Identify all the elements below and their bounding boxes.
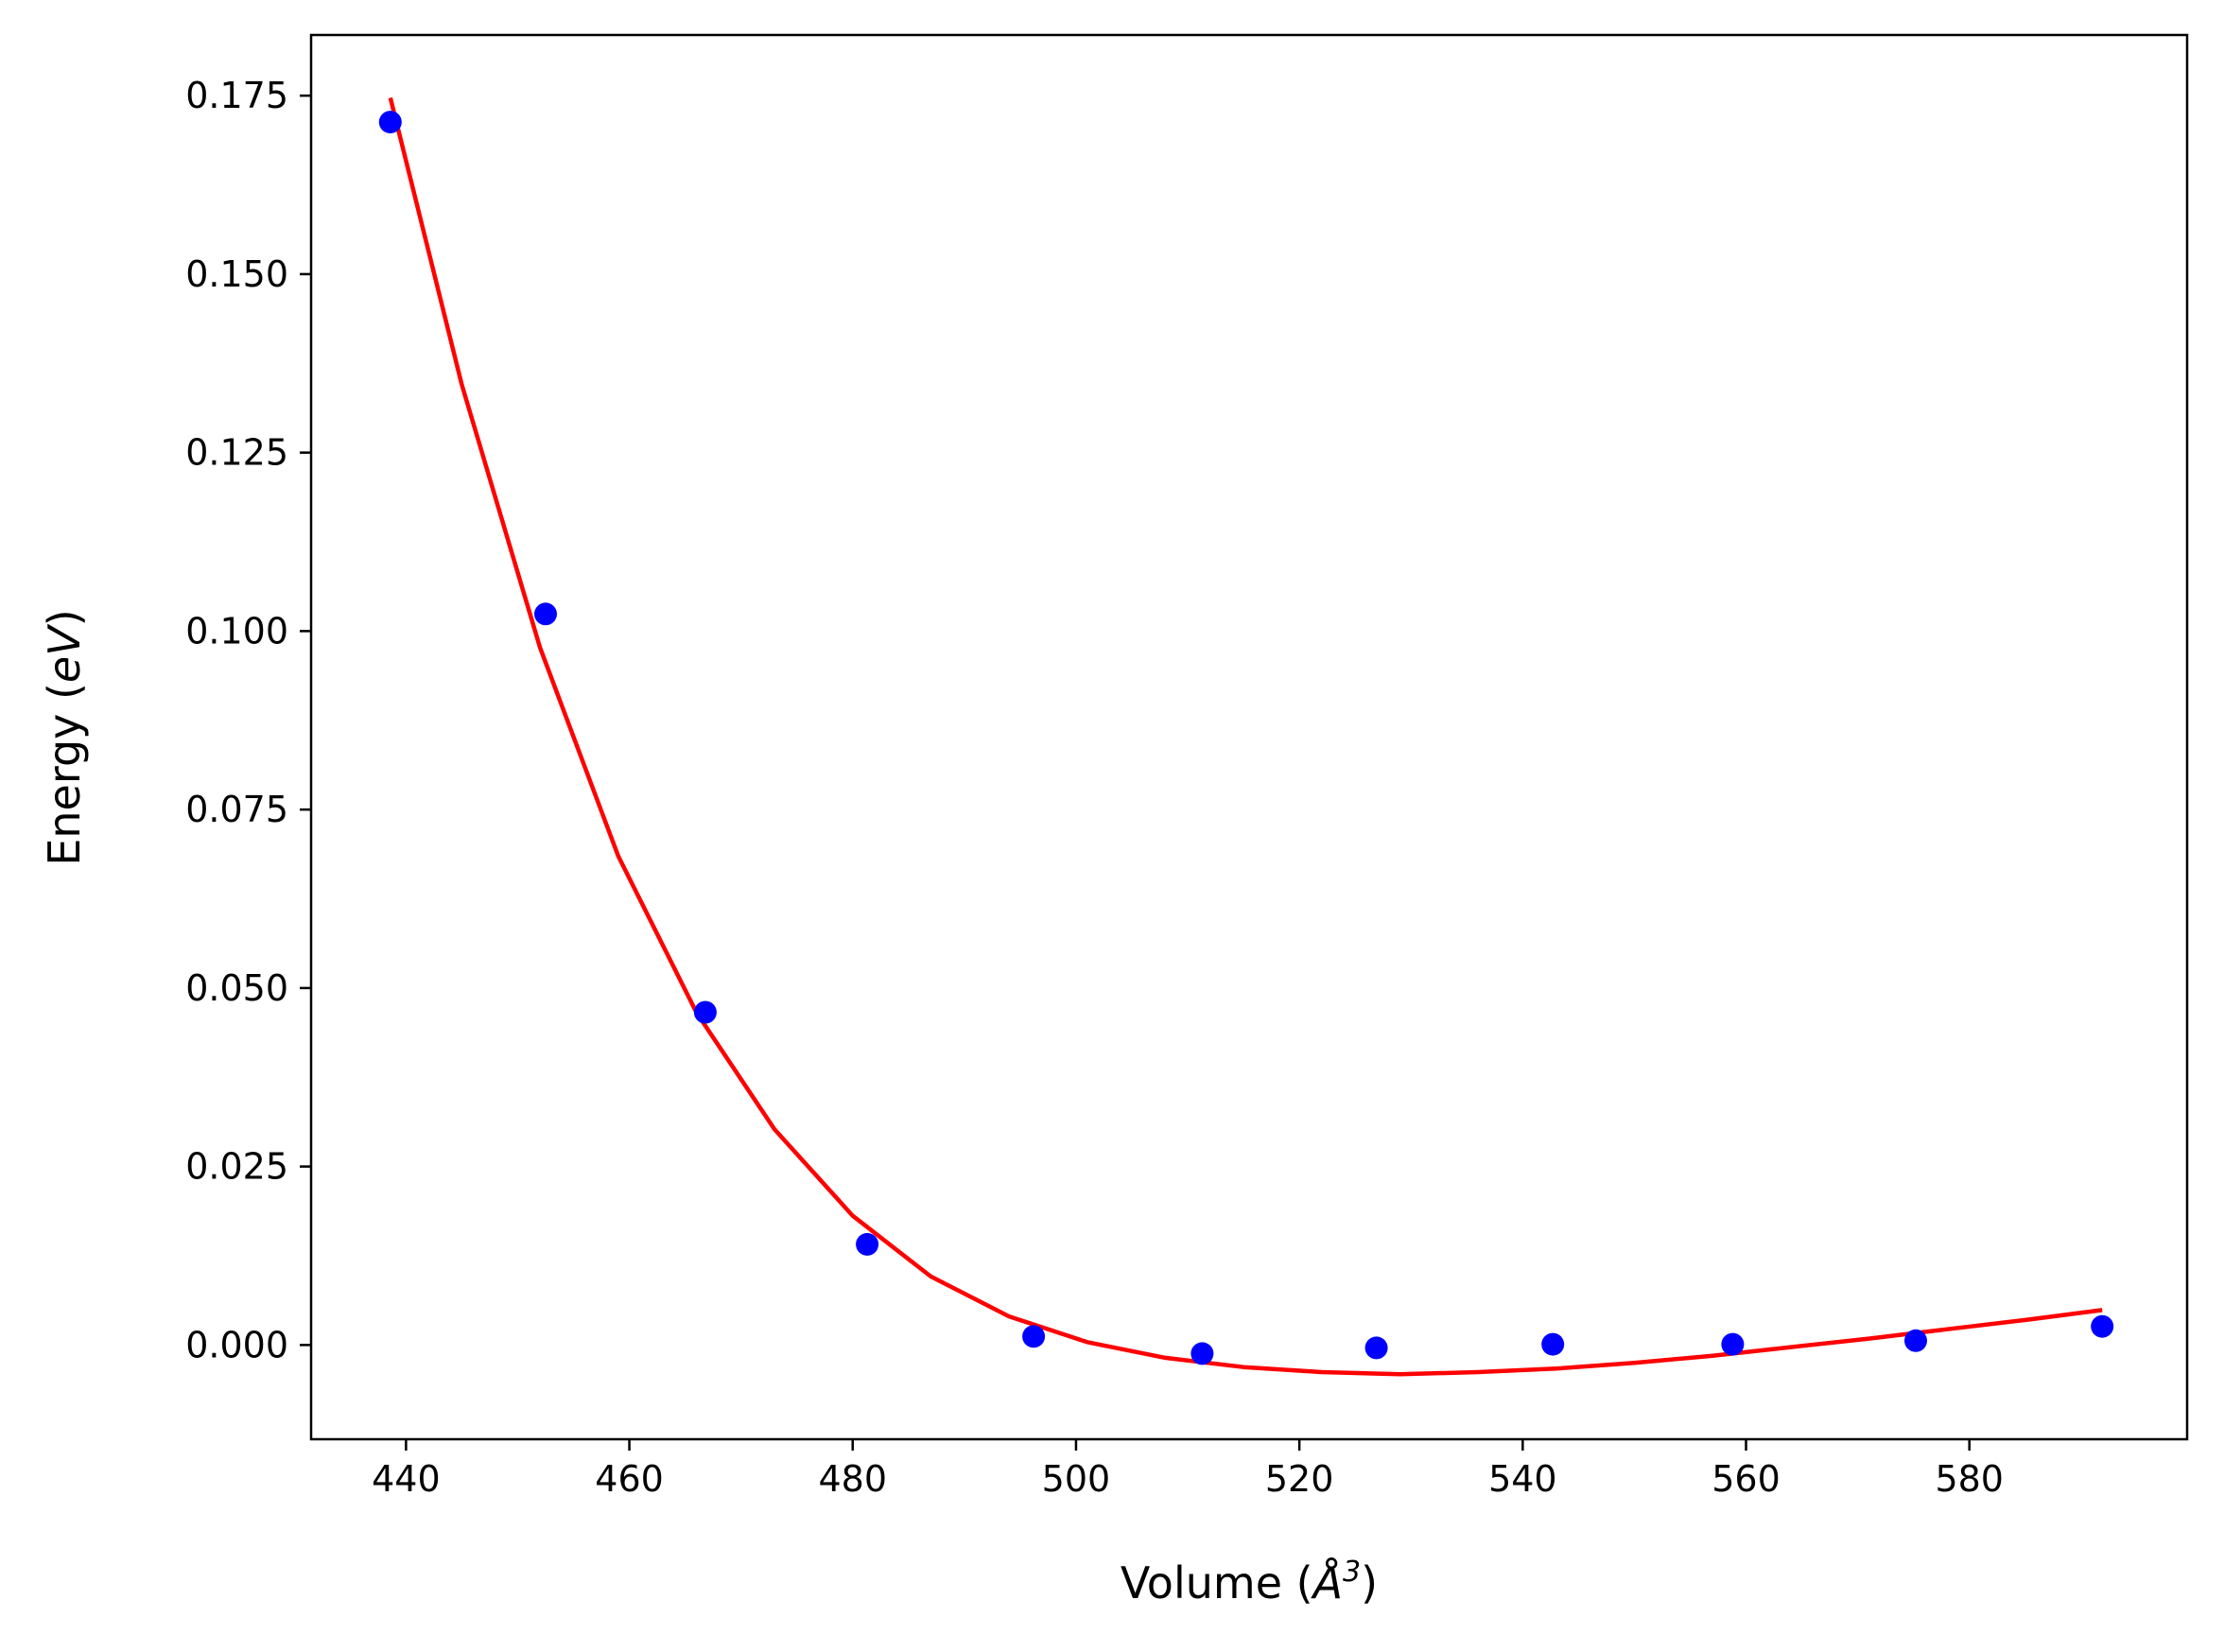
x-tick-label: 560 (1711, 1458, 1781, 1500)
y-axis-label: Energy (eV) (39, 609, 90, 865)
y-tick-label: 0.125 (185, 432, 288, 474)
y-tick-label: 0.100 (185, 610, 288, 652)
x-tick-label: 460 (595, 1458, 664, 1500)
fit-curve (388, 96, 2103, 1377)
x-tick-label: 500 (1042, 1458, 1111, 1500)
data-point (534, 602, 557, 626)
x-tick-label: 580 (1935, 1458, 2004, 1500)
y-tick-label: 0.150 (185, 253, 288, 295)
y-axis-ticks: 0.000 0.025 0.050 0.075 0.100 0.125 0.150 0.175 (185, 75, 311, 1365)
data-point (1904, 1329, 1927, 1352)
y-tick-label: 0.025 (185, 1146, 288, 1188)
x-tick-label: 440 (372, 1458, 441, 1500)
data-point (1721, 1332, 1745, 1356)
x-tick-label: 480 (818, 1458, 887, 1500)
x-axis-ticks: 440 460 480 500 520 540 560 580 (372, 1439, 2004, 1500)
x-axis-label: Volume (Å3) (1121, 1556, 1378, 1609)
plot-frame (309, 33, 2189, 1441)
fit-line-layer (388, 96, 2103, 1377)
y-tick-label: 0.075 (185, 789, 288, 830)
data-point (856, 1232, 879, 1256)
data-point (2091, 1314, 2114, 1338)
data-point (1364, 1336, 1388, 1360)
y-tick-label: 0.000 (185, 1324, 288, 1365)
x-tick-label: 540 (1488, 1458, 1557, 1500)
x-tick-label: 520 (1265, 1458, 1334, 1500)
data-point (378, 111, 402, 134)
data-point (1190, 1342, 1214, 1365)
y-tick-label: 0.050 (185, 967, 288, 1009)
data-point (693, 1000, 717, 1024)
data-points-layer (378, 111, 2114, 1365)
y-tick-label: 0.175 (185, 75, 288, 116)
data-point (1541, 1332, 1565, 1356)
data-point (1022, 1325, 1046, 1348)
